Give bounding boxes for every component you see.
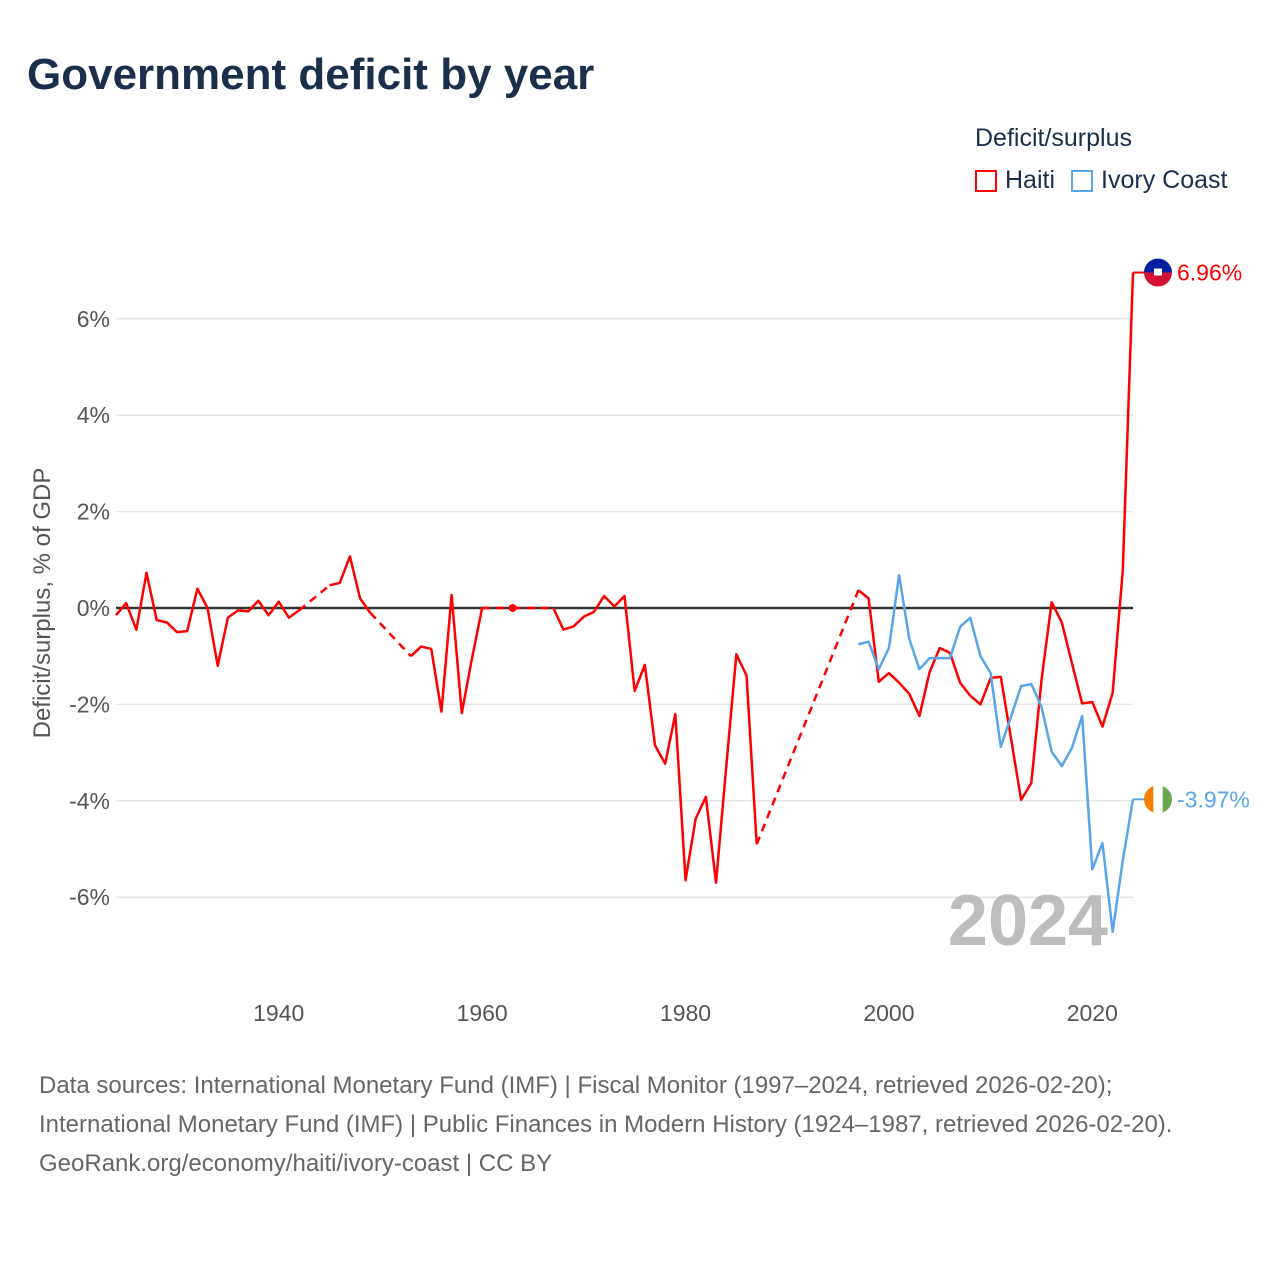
y-tick-label: -6% [69, 884, 110, 910]
flag-stripe [1162, 785, 1172, 814]
ivory-coast-flag-icon [1144, 785, 1172, 814]
legend-swatch-haiti [975, 169, 997, 192]
series-haiti: 6.96% [115, 258, 1242, 884]
flag-stripe [1144, 258, 1172, 273]
credit-link[interactable]: GeoRank.org/economy/haiti/ivory-coast | … [39, 1150, 553, 1177]
gap-line [298, 584, 331, 612]
flag-stripe [1144, 785, 1154, 814]
legend-title: Deficit/surplus [975, 124, 1132, 152]
series-line [858, 573, 1135, 934]
y-axis-label: Deficit/surplus, % of GDP [29, 468, 56, 739]
flag-stripe [1144, 272, 1172, 287]
flag-emblem [1154, 268, 1162, 276]
series-line [552, 594, 758, 884]
y-tick-label: -4% [69, 788, 110, 814]
x-tick-label: 1940 [253, 1000, 304, 1026]
end-value-label: -3.97% [1177, 786, 1250, 812]
flag-stripe [1153, 785, 1164, 814]
legend-swatch-ivory-coast [1071, 169, 1094, 192]
legend: Haiti Ivory Coast [975, 166, 1243, 195]
series-line [857, 272, 1135, 802]
y-tick-label: 2% [77, 499, 110, 525]
gap-line [755, 589, 860, 845]
y-tick-label: 6% [77, 306, 110, 332]
x-tick-label: 1980 [660, 1000, 711, 1026]
series-line [115, 571, 300, 668]
y-tick-label: -2% [69, 691, 110, 717]
x-tick-label: 2000 [863, 1000, 914, 1026]
x-tick-label: 2020 [1067, 1000, 1118, 1026]
legend-item-haiti[interactable]: Haiti [975, 166, 1055, 195]
footer: Data sources: International Monetary Fun… [39, 1066, 1239, 1183]
current-year-label: 2024 [948, 881, 1108, 961]
haiti-flag-icon [1144, 258, 1172, 287]
legend-item-ivory-coast[interactable]: Ivory Coast [1071, 166, 1227, 195]
series-ivory-coast: -3.97% [858, 573, 1250, 934]
legend-label: Haiti [1005, 166, 1056, 194]
chart-title: Government deficit by year [27, 50, 595, 99]
gap-line [369, 611, 412, 658]
y-tick-label: 0% [77, 595, 110, 621]
series-line [410, 593, 484, 715]
y-tick-label: 4% [77, 402, 110, 428]
x-tick-label: 1960 [457, 1000, 508, 1026]
data-sources: Data sources: International Monetary Fun… [39, 1072, 1173, 1138]
legend-label: Ivory Coast [1101, 166, 1228, 194]
series-line [329, 555, 372, 614]
end-value-label: 6.96% [1177, 260, 1242, 286]
